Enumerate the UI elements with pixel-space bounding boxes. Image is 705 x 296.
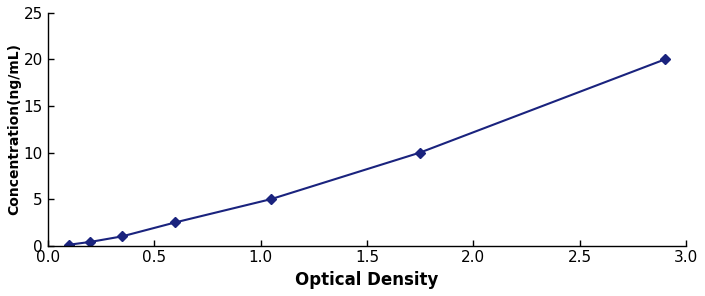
- Y-axis label: Concentration(ng/mL): Concentration(ng/mL): [7, 43, 21, 215]
- X-axis label: Optical Density: Optical Density: [295, 271, 439, 289]
